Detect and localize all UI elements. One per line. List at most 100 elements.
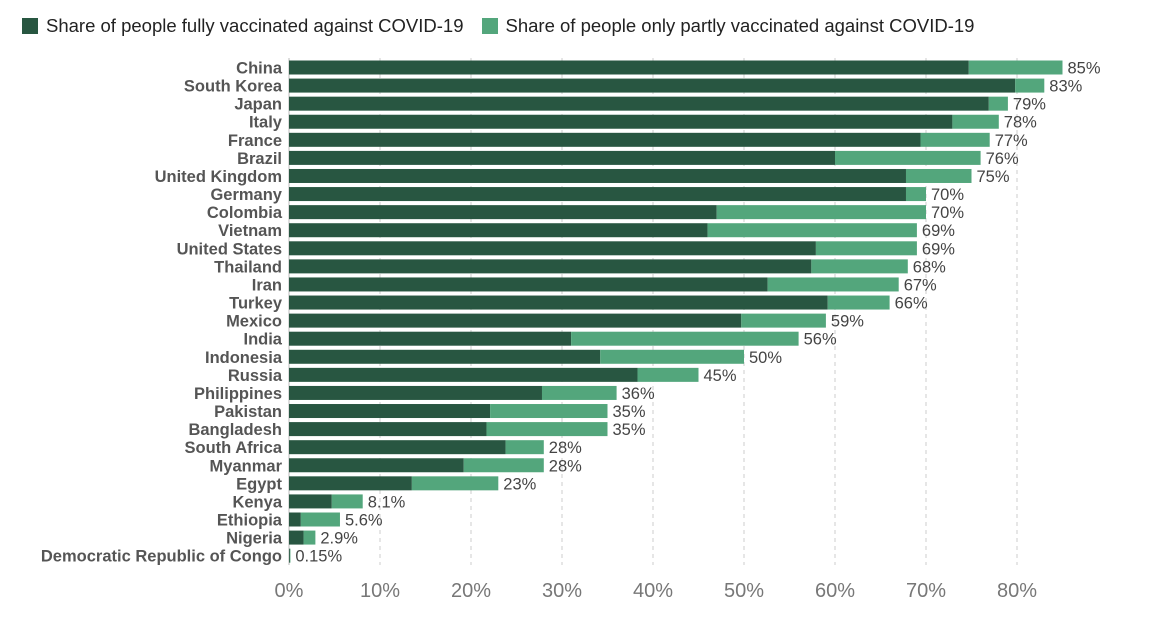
value-label-china: 85% bbox=[1068, 60, 1101, 78]
bar-partly-philippines bbox=[541, 385, 617, 400]
category-label-south-africa: South Africa bbox=[185, 439, 283, 457]
value-label-philippines: 36% bbox=[622, 385, 655, 403]
bar-fully-ethiopia bbox=[289, 512, 301, 527]
category-label-india: India bbox=[243, 331, 282, 349]
bar-fully-india bbox=[289, 331, 572, 346]
category-label-germany: Germany bbox=[210, 186, 282, 204]
bar-fully-indonesia bbox=[289, 349, 601, 364]
category-label-south-korea: South Korea bbox=[184, 78, 283, 96]
legend-label-fully-vaccinated: Share of people fully vaccinated against… bbox=[46, 15, 464, 36]
bar-fully-brazil bbox=[289, 150, 835, 165]
category-label-kenya: Kenya bbox=[232, 493, 282, 511]
category-label-bangladesh: Bangladesh bbox=[188, 421, 282, 439]
bar-partly-russia bbox=[637, 367, 699, 382]
x-tick-label-0: 0% bbox=[275, 580, 304, 602]
category-label-italy: Italy bbox=[249, 114, 283, 132]
bar-partly-south-korea bbox=[1015, 78, 1045, 93]
bar-partly-indonesia bbox=[600, 349, 744, 364]
value-label-brazil: 76% bbox=[986, 150, 1019, 168]
value-label-japan: 79% bbox=[1013, 96, 1046, 114]
bar-fully-pakistan bbox=[289, 404, 491, 419]
bar-partly-egypt bbox=[411, 476, 499, 491]
value-label-germany: 70% bbox=[931, 186, 964, 204]
bar-partly-germany bbox=[905, 187, 926, 202]
value-label-turkey: 66% bbox=[895, 295, 928, 313]
x-tick-label-10: 10% bbox=[360, 580, 400, 602]
value-label-thailand: 68% bbox=[913, 258, 946, 276]
bar-partly-india bbox=[571, 331, 799, 346]
value-label-india: 56% bbox=[804, 331, 837, 349]
value-label-south-korea: 83% bbox=[1049, 78, 1082, 96]
category-label-nigeria: Nigeria bbox=[226, 530, 283, 548]
category-label-pakistan: Pakistan bbox=[214, 403, 282, 421]
bar-fully-china bbox=[289, 60, 969, 75]
category-label-egypt: Egypt bbox=[236, 475, 282, 493]
category-label-united-states: United States bbox=[177, 240, 282, 258]
bar-fully-france bbox=[289, 132, 921, 147]
value-label-colombia: 70% bbox=[931, 204, 964, 222]
x-tick-label-80: 80% bbox=[997, 580, 1037, 602]
value-label-vietnam: 69% bbox=[922, 222, 955, 240]
bar-partly-vietnam bbox=[707, 223, 917, 238]
x-tick-label-20: 20% bbox=[451, 580, 491, 602]
bar-partly-japan bbox=[988, 96, 1008, 111]
value-label-italy: 78% bbox=[1004, 114, 1037, 132]
bar-fully-russia bbox=[289, 367, 638, 382]
bar-partly-nigeria bbox=[303, 530, 316, 545]
bar-fully-united-kingdom bbox=[289, 168, 906, 183]
x-tick-label-30: 30% bbox=[542, 580, 582, 602]
bar-fully-united-states bbox=[289, 241, 816, 256]
category-label-china: China bbox=[236, 60, 283, 78]
value-label-iran: 67% bbox=[904, 276, 937, 294]
bar-partly-kenya bbox=[331, 494, 363, 509]
category-label-vietnam: Vietnam bbox=[218, 222, 282, 240]
value-label-democratic-republic-of-congo: 0.15% bbox=[295, 548, 342, 566]
bar-partly-south-africa bbox=[505, 440, 544, 455]
bar-fully-vietnam bbox=[289, 223, 708, 238]
bar-partly-bangladesh bbox=[486, 422, 608, 437]
bar-partly-china bbox=[968, 60, 1063, 75]
bar-fully-iran bbox=[289, 277, 768, 292]
category-label-turkey: Turkey bbox=[229, 295, 283, 313]
category-label-ethiopia: Ethiopia bbox=[217, 512, 283, 530]
bar-fully-turkey bbox=[289, 295, 828, 310]
category-label-colombia: Colombia bbox=[207, 204, 283, 222]
bar-fully-thailand bbox=[289, 259, 812, 274]
bar-partly-pakistan bbox=[490, 404, 608, 419]
bar-fully-kenya bbox=[289, 494, 332, 509]
bar-partly-thailand bbox=[811, 259, 908, 274]
bar-partly-united-states bbox=[815, 241, 917, 256]
value-label-ethiopia: 5.6% bbox=[345, 512, 383, 530]
bar-partly-ethiopia bbox=[300, 512, 340, 527]
legend-item-fully-vaccinated: Share of people fully vaccinated against… bbox=[22, 15, 464, 37]
bar-partly-france bbox=[920, 132, 990, 147]
category-label-france: France bbox=[228, 132, 282, 150]
value-label-mexico: 59% bbox=[831, 313, 864, 331]
value-label-bangladesh: 35% bbox=[613, 421, 646, 439]
category-label-russia: Russia bbox=[228, 367, 283, 385]
bar-fully-south-korea bbox=[289, 78, 1016, 93]
bar-fully-bangladesh bbox=[289, 422, 487, 437]
category-label-japan: Japan bbox=[234, 96, 282, 114]
value-label-pakistan: 35% bbox=[613, 403, 646, 421]
bar-fully-japan bbox=[289, 96, 989, 111]
legend-swatch-fully-vaccinated bbox=[22, 18, 38, 34]
bar-fully-italy bbox=[289, 114, 953, 129]
bar-fully-egypt bbox=[289, 476, 412, 491]
bar-partly-democratic-republic-of-congo bbox=[289, 548, 291, 563]
value-label-united-kingdom: 75% bbox=[977, 168, 1010, 186]
x-tick-label-70: 70% bbox=[906, 580, 946, 602]
bar-partly-colombia bbox=[716, 205, 926, 220]
category-label-iran: Iran bbox=[252, 276, 282, 294]
bar-partly-turkey bbox=[827, 295, 890, 310]
category-label-myanmar: Myanmar bbox=[210, 457, 283, 475]
category-label-mexico: Mexico bbox=[226, 313, 282, 331]
bar-fully-south-africa bbox=[289, 440, 506, 455]
value-label-indonesia: 50% bbox=[749, 349, 782, 367]
category-label-indonesia: Indonesia bbox=[205, 349, 283, 367]
value-label-kenya: 8.1% bbox=[368, 493, 406, 511]
bar-fully-colombia bbox=[289, 205, 717, 220]
legend: Share of people fully vaccinated against… bbox=[22, 14, 992, 38]
